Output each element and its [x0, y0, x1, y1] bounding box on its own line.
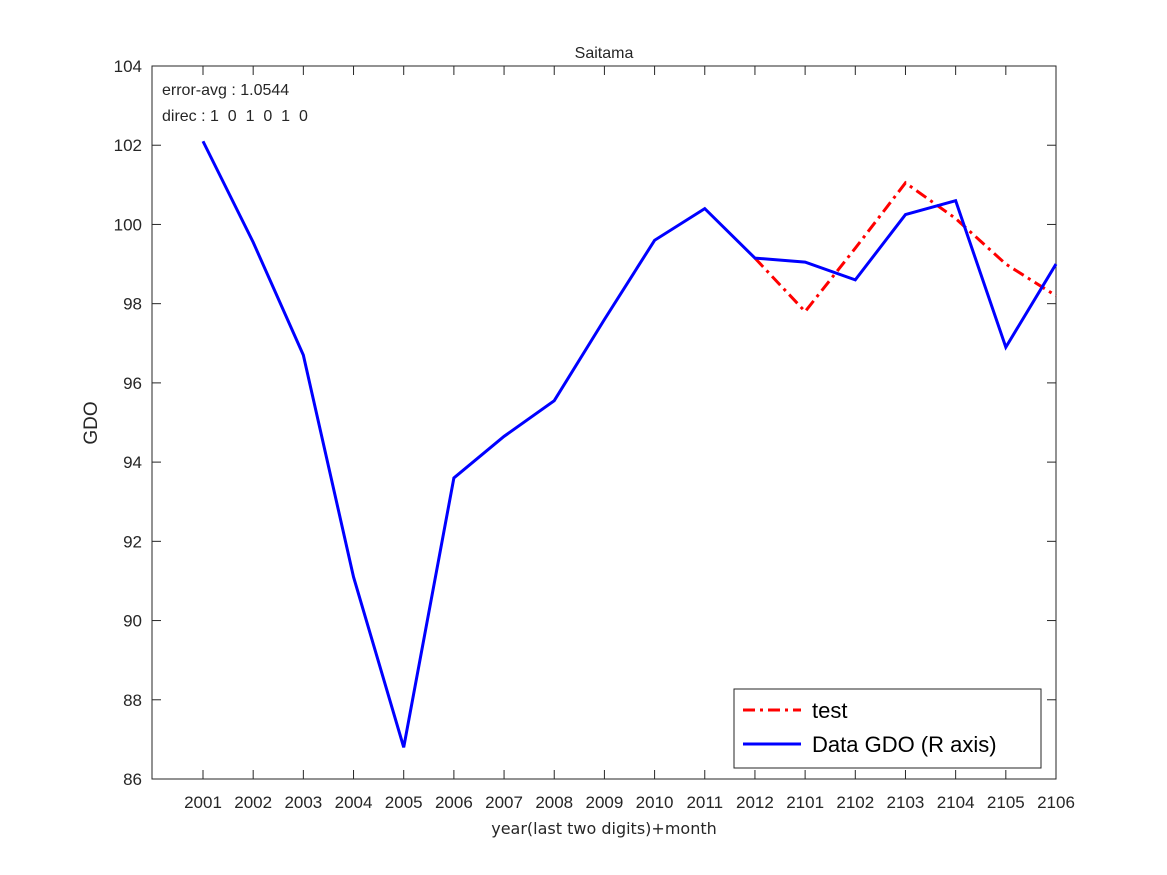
x-tick-label: 2106 [1037, 793, 1075, 812]
x-tick-label: 2003 [284, 793, 322, 812]
legend-box [733, 688, 1042, 769]
x-tick-label: 2012 [736, 793, 774, 812]
y-tick-label: 96 [123, 374, 142, 393]
y-tick-label: 102 [114, 136, 142, 155]
x-tick-label: 2007 [485, 793, 523, 812]
y-tick-labels: 86 88 90 92 94 96 98 100 102 104 [114, 57, 142, 789]
x-tick-label: 2004 [335, 793, 373, 812]
y-tick-label: 88 [123, 691, 142, 710]
chart-title: Saitama [575, 45, 634, 62]
error-avg-annotation: error-avg : 1.0544 [162, 82, 289, 99]
x-tick-label: 2103 [887, 793, 925, 812]
y-axis-label: GDO [81, 401, 102, 444]
y-tick-label: 86 [123, 770, 142, 789]
direc-annotation: direc : 1 0 1 0 1 0 [162, 108, 308, 125]
x-tick-label: 2005 [385, 793, 423, 812]
x-tick-label: 2009 [585, 793, 623, 812]
x-tick-label: 2102 [836, 793, 874, 812]
legend: test Data GDO (R axis) [733, 688, 1042, 769]
x-tick-label: 2006 [435, 793, 473, 812]
y-tick-label: 98 [123, 295, 142, 314]
plot-area [151, 65, 1057, 780]
x-tick-label: 2001 [184, 793, 222, 812]
x-tick-label: 2008 [535, 793, 573, 812]
x-axis-label: year(last two digits)+month [491, 819, 717, 838]
legend-label-test: test [812, 698, 847, 723]
x-tick-label: 2105 [987, 793, 1025, 812]
legend-label-data-gdo: Data GDO (R axis) [812, 732, 997, 757]
x-tick-marks [202, 66, 1057, 779]
x-tick-label: 2011 [686, 793, 723, 812]
x-tick-label: 2010 [636, 793, 674, 812]
series-line-data-gdo [201, 140, 1058, 748]
x-tick-label: 2104 [937, 793, 975, 812]
y-tick-label: 100 [114, 215, 142, 234]
y-tick-marks [152, 65, 1056, 780]
y-tick-label: 94 [123, 453, 142, 472]
y-tick-label: 90 [123, 612, 142, 631]
y-tick-label: 104 [114, 57, 142, 76]
series-line-test [753, 180, 1057, 314]
series-lines [201, 140, 1058, 748]
y-tick-label: 92 [123, 532, 142, 551]
x-tick-labels: 2001 2002 2003 2004 2005 2006 2007 2008 2009 2010… [184, 793, 1075, 812]
x-tick-label: 2101 [786, 793, 824, 812]
x-tick-label: 2002 [234, 793, 272, 812]
